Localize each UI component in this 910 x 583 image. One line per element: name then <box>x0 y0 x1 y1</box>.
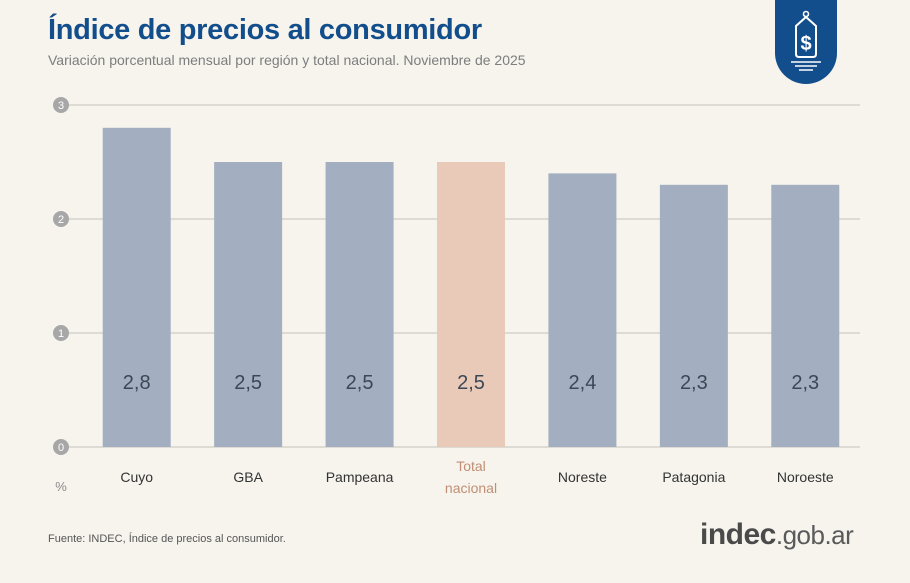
x-tick-label: Cuyo <box>120 469 153 485</box>
bar-value-label: 2,5 <box>457 372 485 394</box>
bar-value-label: 2,3 <box>680 372 708 394</box>
logo-strong-text: indec <box>700 518 776 551</box>
x-tick-label: Total <box>456 458 486 474</box>
bar-value-label: 2,4 <box>569 372 597 394</box>
y-tick-badge <box>53 439 69 455</box>
chart-title: Índice de precios al consumidor <box>48 14 482 46</box>
bar-value-label: 2,8 <box>123 372 151 394</box>
bar-value-label: 2,3 <box>791 372 819 394</box>
price-tag-badge: $ <box>775 0 837 84</box>
bar <box>548 173 617 447</box>
y-tick-label: 1 <box>58 328 64 340</box>
bar <box>437 162 505 447</box>
price-tag-dollar-icon: $ <box>791 10 821 71</box>
svg-text:$: $ <box>800 33 811 55</box>
y-tick-label: 0 <box>58 442 64 454</box>
bar <box>659 184 728 448</box>
bar <box>102 127 171 448</box>
y-tick-badge <box>53 97 69 113</box>
x-tick-label: Noreste <box>558 469 607 485</box>
bar <box>214 162 283 447</box>
chart-subtitle: Variación porcentual mensual por región … <box>48 52 526 68</box>
bar-value-label: 2,5 <box>346 372 374 394</box>
y-axis-unit: % <box>55 479 67 494</box>
x-tick-label: nacional <box>445 480 497 496</box>
logo-light-text: .gob.ar <box>775 520 854 550</box>
bar <box>771 184 840 448</box>
y-tick-label: 2 <box>58 214 64 226</box>
bar <box>325 162 394 447</box>
x-tick-label: Pampeana <box>326 469 394 485</box>
source-note: Fuente: INDEC, Índice de precios al cons… <box>48 533 286 545</box>
bar-value-label: 2,5 <box>234 372 262 394</box>
y-tick-badge <box>53 325 69 341</box>
y-tick-label: 3 <box>58 100 64 112</box>
x-tick-label: Noroeste <box>777 469 834 485</box>
indec-logo: indec.gob.ar <box>700 518 854 552</box>
x-tick-label: Patagonia <box>662 469 725 485</box>
y-tick-badge <box>53 211 69 227</box>
x-tick-label: GBA <box>233 469 263 485</box>
